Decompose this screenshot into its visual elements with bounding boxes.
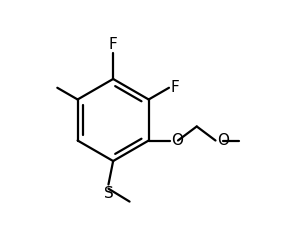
Text: F: F <box>170 80 179 95</box>
Text: O: O <box>171 133 183 148</box>
Text: O: O <box>217 133 229 148</box>
Text: F: F <box>109 37 118 52</box>
Text: S: S <box>103 186 113 201</box>
